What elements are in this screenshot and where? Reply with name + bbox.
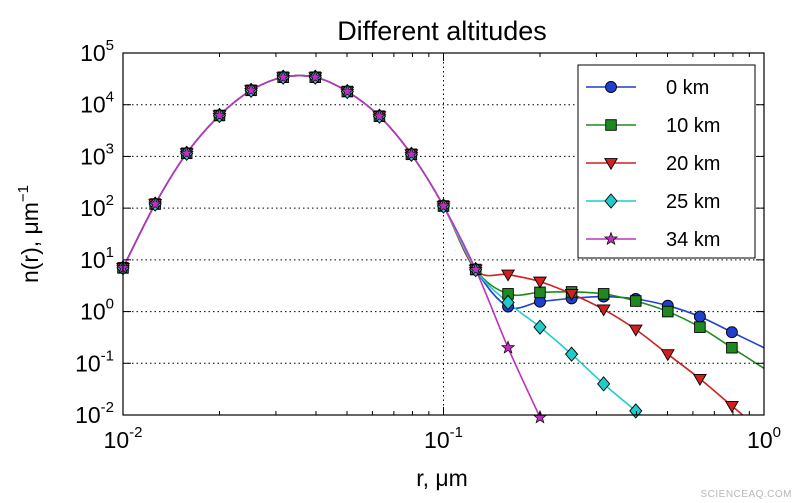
- legend-label-34-km: 34 km: [666, 229, 720, 251]
- data-point-34-km: [212, 107, 227, 122]
- legend-label-10-km: 10 km: [666, 115, 720, 137]
- x-tick-label-exponent: -2: [129, 424, 142, 441]
- x-axis-label: r, μm: [416, 465, 468, 491]
- legend-marker-10-km: [605, 119, 617, 131]
- y-axis-label-main: n(r), μm: [17, 202, 43, 283]
- data-point-34-km: [436, 198, 451, 213]
- data-point-34-km: [404, 146, 419, 161]
- y-tick-label: 10-1: [75, 347, 114, 376]
- x-tick-label: 10-2: [104, 424, 143, 453]
- x-tick-label: 100: [747, 424, 781, 453]
- legend-marker-25-km: [604, 193, 618, 209]
- y-tick-label-base: 10: [75, 350, 101, 376]
- y-tick-label-base: 10: [80, 92, 106, 118]
- data-point-20-km: [596, 304, 611, 317]
- data-point-34-km: [308, 69, 323, 84]
- data-point-34-km: [468, 262, 483, 276]
- data-point-34-km: [372, 108, 387, 123]
- y-tick-label: 103: [80, 140, 114, 169]
- data-point-10-km: [597, 288, 610, 300]
- y-tick-label-base: 10: [75, 402, 101, 428]
- y-tick-label: 105: [80, 37, 114, 66]
- x-tick-label-exponent: 0: [773, 424, 781, 441]
- legend: 0 km 10 km 20 km 25 km 34 km: [577, 64, 756, 259]
- y-tick-label-exponent: 4: [106, 89, 114, 106]
- y-tick-label-exponent: -1: [101, 347, 114, 364]
- y-tick-label: 100: [80, 296, 114, 325]
- y-tick-label-exponent: 2: [106, 192, 114, 209]
- legend-marker-0-km: [605, 81, 617, 93]
- data-point-25-km: [597, 376, 611, 392]
- y-tick-label-base: 10: [80, 40, 106, 66]
- x-tick-label-exponent: -1: [450, 424, 463, 441]
- legend-label-0-km: 0 km: [666, 77, 709, 99]
- data-point-34-km: [340, 83, 355, 98]
- y-tick-label-exponent: -2: [101, 399, 114, 416]
- data-point-20-km: [532, 276, 547, 289]
- x-tick-labels: 10-2 10-1 100: [104, 424, 781, 453]
- data-point-0-km: [725, 326, 738, 339]
- legend-marker-20-km: [604, 158, 618, 171]
- x-tick-label-base: 10: [747, 427, 773, 453]
- data-point-34-km: [179, 145, 194, 160]
- data-point-20-km: [628, 324, 643, 337]
- data-point-25-km: [533, 319, 547, 335]
- y-tick-label: 101: [80, 244, 114, 273]
- y-tick-label-base: 10: [80, 299, 106, 325]
- data-point-34-km: [243, 82, 259, 97]
- data-point-20-km: [692, 373, 707, 386]
- y-axis-label-exponent: −1: [15, 185, 32, 202]
- data-point-20-km: [724, 400, 739, 413]
- data-point-20-km: [660, 349, 675, 362]
- legend-label-20-km: 20 km: [666, 153, 720, 175]
- y-tick-label-exponent: 0: [106, 296, 114, 313]
- chart-title: Different altitudes: [337, 16, 547, 46]
- data-point-0-km: [693, 310, 706, 323]
- y-tick-label-base: 10: [80, 143, 106, 169]
- y-tick-label: 102: [80, 192, 114, 221]
- tick-marks: [122, 52, 765, 416]
- x-tick-label-base: 10: [104, 427, 130, 453]
- data-point-20-km: [564, 288, 579, 301]
- x-tick-label-base: 10: [424, 427, 450, 453]
- data-point-10-km: [726, 341, 738, 354]
- data-point-34-km: [148, 196, 163, 211]
- data-point-10-km: [630, 295, 642, 307]
- y-tick-label-exponent: 3: [106, 140, 114, 157]
- y-tick-label-base: 10: [80, 195, 106, 221]
- y-tick-label: 10-2: [75, 399, 114, 428]
- data-point-20-km: [501, 269, 516, 282]
- y-tick-label: 104: [80, 89, 114, 118]
- data-point-34-km: [276, 69, 291, 84]
- y-tick-label-base: 10: [80, 247, 106, 273]
- data-point-34-km: [500, 340, 516, 354]
- data-point-10-km: [694, 321, 706, 333]
- y-tick-label-exponent: 5: [106, 37, 114, 54]
- legend-marker-34-km: [603, 231, 619, 246]
- legend-label-25-km: 25 km: [666, 191, 720, 213]
- data-point-10-km: [662, 305, 674, 318]
- data-point-25-km: [565, 346, 579, 362]
- y-axis-label: n(r), μm−1: [15, 185, 43, 283]
- watermark: SCIENCEAQ.COM: [700, 489, 792, 500]
- y-tick-label-exponent: 1: [106, 244, 114, 261]
- data-point-25-km: [501, 294, 515, 311]
- x-tick-label: 10-1: [424, 424, 463, 453]
